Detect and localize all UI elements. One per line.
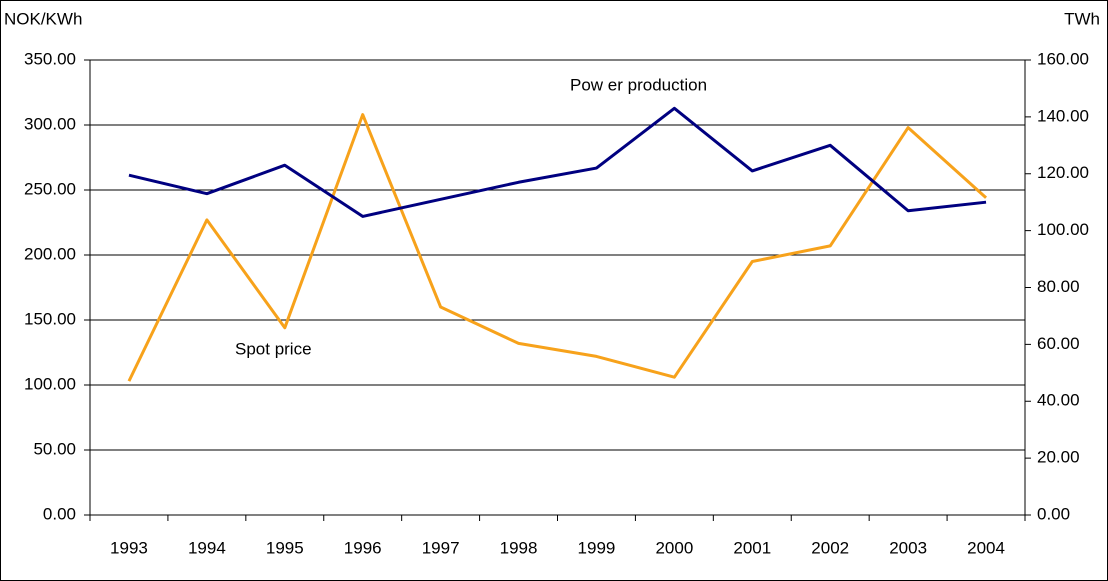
y-tick-label: 0.00: [43, 504, 76, 523]
annotation: Spot price: [235, 339, 312, 358]
y-tick-label: 250.00: [24, 179, 76, 198]
y2-tick-label: 0.00: [1037, 504, 1070, 523]
y-tick-label: 150.00: [24, 309, 76, 328]
y2-tick-label: 140.00: [1037, 106, 1089, 125]
y2-tick-label: 120.00: [1037, 163, 1089, 182]
x-tick-label: 1998: [500, 538, 538, 557]
y2-tick-label: 60.00: [1037, 334, 1080, 353]
y-tick-label: 350.00: [24, 49, 76, 68]
series-line: [127, 113, 988, 382]
y2-tick-label: 100.00: [1037, 220, 1089, 239]
y-tick-label: 100.00: [24, 374, 76, 393]
y2-tick-label: 20.00: [1037, 448, 1080, 467]
x-tick-label: 1993: [110, 538, 148, 557]
x-tick-label: 1995: [266, 538, 304, 557]
y2-axis-label: TWh: [1064, 9, 1100, 28]
x-tick-label: 1997: [422, 538, 460, 557]
x-tick-label: 1999: [578, 538, 616, 557]
y2-tick-label: 160.00: [1037, 49, 1089, 68]
x-tick-label: 1996: [344, 538, 382, 557]
y-tick-label: 300.00: [24, 114, 76, 133]
x-tick-label: 2002: [811, 538, 849, 557]
annotation: Pow er production: [570, 75, 707, 94]
y-tick-label: 200.00: [24, 244, 76, 263]
x-tick-label: 2000: [655, 538, 693, 557]
x-tick-label: 1994: [188, 538, 226, 557]
x-tick-label: 2001: [733, 538, 771, 557]
x-tick-label: 2003: [889, 538, 927, 557]
y-axis-label: NOK/KWh: [4, 9, 82, 28]
series-line: [128, 106, 987, 218]
y-tick-label: 50.00: [33, 439, 76, 458]
y2-tick-label: 80.00: [1037, 277, 1080, 296]
x-tick-label: 2004: [967, 538, 1005, 557]
y2-tick-label: 40.00: [1037, 391, 1080, 410]
